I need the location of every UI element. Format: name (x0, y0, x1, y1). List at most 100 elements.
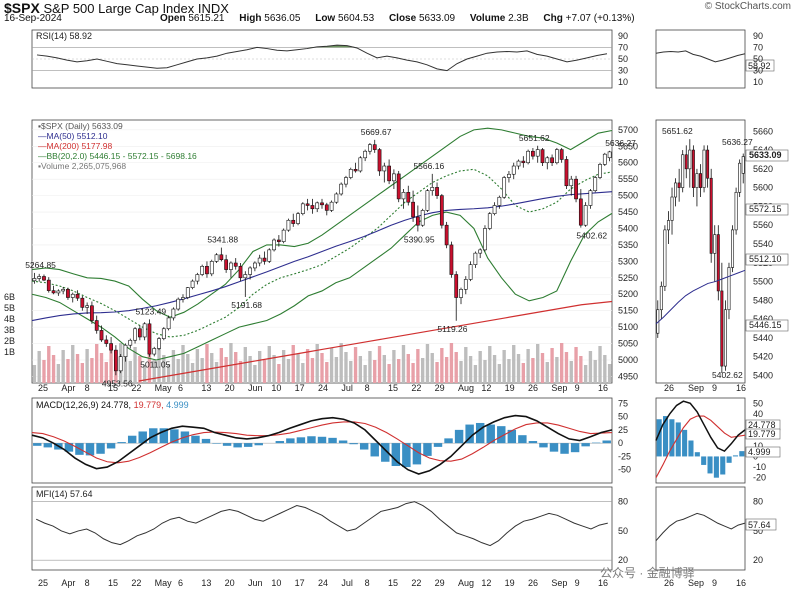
candle-body (559, 149, 564, 160)
xaxis-bottom-tick: Aug (458, 578, 474, 588)
candle-body (32, 278, 37, 282)
candle-body (430, 187, 435, 191)
zoom-macd-ytick: -10 (753, 462, 766, 472)
macd-hist-bar (222, 443, 232, 446)
candle-body (502, 177, 507, 198)
macd-ytick: 75 (618, 398, 628, 408)
candle-body (578, 198, 583, 226)
candle-body (142, 323, 147, 338)
macd-hist-bar (201, 438, 211, 444)
volume-bar (253, 365, 257, 383)
price-annotation: 5390.95 (404, 234, 435, 244)
xaxis-bottom-tick: 19 (505, 578, 515, 588)
price-annotation: 5264.85 (25, 260, 56, 270)
xaxis-top-tick: 20 (225, 383, 235, 393)
volume-bar (214, 362, 219, 383)
candle-body (535, 149, 540, 157)
candle-body (569, 178, 574, 187)
zoom-xaxis-top-tick: 16 (736, 383, 746, 393)
volume-bar (497, 364, 502, 383)
rsi-ytick: 70 (618, 42, 628, 52)
candle-body (200, 265, 205, 275)
zoom-candle-body (677, 182, 681, 188)
volume-bar (329, 348, 334, 383)
volume-bar (66, 359, 70, 383)
volume-bar (411, 363, 415, 383)
zoom-xaxis-bottom-tick: 16 (736, 578, 746, 588)
price-legend-item: —BB(20,2.0) 5446.15 - 5572.15 - 5698.16 (38, 151, 197, 161)
candle-body (75, 293, 80, 299)
candle-body (521, 160, 526, 164)
candle-body (492, 205, 497, 214)
macd-hist-bar (254, 443, 263, 446)
candle-body (272, 239, 276, 251)
xaxis-top-tick: May (155, 383, 173, 393)
macd-hist-bar (370, 443, 379, 457)
volume-bar (363, 365, 367, 383)
index-name: S&P 500 Large Cap Index (43, 1, 195, 16)
xaxis-top-tick: Jul (341, 383, 353, 393)
zoom-price-ytick: 5420 (753, 352, 773, 362)
volume-bar (459, 361, 463, 383)
xaxis-top-tick: 8 (365, 383, 370, 393)
zoom-rsi-line (655, 50, 746, 63)
macd-hist-bar (433, 443, 443, 447)
candle-body (358, 157, 363, 172)
price-legend-item: —MA(200) 5177.98 (38, 141, 112, 151)
macd-legend-part: 19.779, (131, 400, 164, 410)
candle-body (195, 274, 200, 282)
candle-body (209, 261, 214, 275)
price-annotation: 5669.67 (361, 127, 392, 137)
volume-bar (166, 364, 171, 383)
macd-hist-bar (307, 436, 316, 444)
volume-bar (305, 349, 310, 383)
xaxis-bottom-tick: 24 (318, 578, 328, 588)
zoom-candle-body (684, 154, 688, 170)
volume-bar (262, 360, 267, 383)
xaxis-bottom-tick: 9 (575, 578, 580, 588)
volume-bar (104, 362, 108, 383)
volume-bar (397, 359, 401, 383)
xaxis-top-tick: 22 (131, 383, 141, 393)
xaxis-top-tick: 26 (528, 383, 538, 393)
volume-bar (358, 356, 363, 383)
xaxis-top-tick: 15 (388, 383, 398, 393)
zoom-price-ytick: 5500 (753, 277, 773, 287)
volume-bar (320, 353, 324, 383)
candle-body (56, 290, 61, 294)
rsi-legend: RSI(14) 58.92 (36, 31, 92, 41)
zoom-price-ytick: 5460 (753, 314, 773, 324)
volume-ytick: 3B (4, 325, 15, 335)
zoom-value-tag-box (745, 253, 789, 266)
xaxis-bottom-tick: 10 (271, 578, 281, 588)
zoom-value-tag: 5512.10 (749, 254, 782, 264)
price-annotation: 4953.56 (102, 378, 133, 388)
zoom-annotation: 5402.62 (712, 370, 743, 380)
zoom-macd-ytick: 50 (753, 398, 763, 408)
candle-body (229, 262, 233, 270)
volume-bar (219, 348, 224, 383)
volume-bar (133, 347, 137, 383)
zoom-candle-body (663, 229, 667, 287)
macd-line (31, 414, 613, 475)
zoom-value-tag: 5572.15 (749, 204, 782, 214)
volume-stat: Volume 2.3B (469, 13, 529, 24)
candle-body (205, 265, 209, 275)
volume-bar (147, 351, 152, 383)
candle-body (123, 344, 128, 358)
candle-body (344, 177, 348, 185)
macd-hist-bar (191, 435, 200, 444)
xaxis-bottom-tick: 29 (435, 578, 445, 588)
xaxis-top-tick: Sep (551, 383, 567, 393)
price-annotation: 5123.49 (135, 306, 166, 316)
candle-body (109, 343, 113, 351)
zoom-rsi-frame (655, 29, 746, 89)
volume-bar (401, 345, 406, 383)
zoom-candle-body (723, 309, 727, 367)
xaxis-bottom-tick: Apr (61, 578, 75, 588)
rsi-ytick: 50 (618, 54, 628, 64)
price-ytick: 5050 (618, 339, 638, 349)
zoom-rsi-ytick: 30 (753, 66, 763, 76)
macd-hist-bar (296, 437, 306, 444)
macd-legend-part: 4.999 (164, 400, 189, 410)
